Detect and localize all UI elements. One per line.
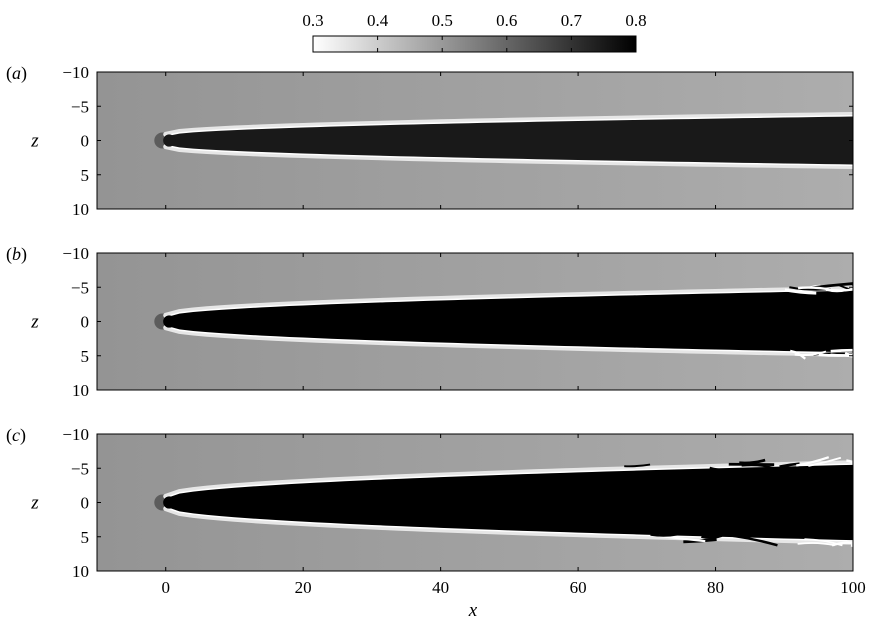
heatmap-field: [97, 72, 853, 209]
colorbar-gradient: [312, 35, 637, 53]
turbulent-wisp: [846, 459, 853, 465]
turbulent-wisp: [844, 351, 853, 357]
turbulent-wisp: [825, 288, 853, 292]
x-tick-label: 80: [707, 578, 724, 597]
turbulent-wisp: [701, 534, 723, 540]
y-tick-label: 0: [81, 494, 90, 513]
turbulent-wisp: [797, 542, 835, 547]
x-tick-label: 20: [295, 578, 312, 597]
y-tick-label: −10: [62, 244, 89, 263]
y-tick-label: 10: [72, 200, 89, 219]
heatmap-field: [97, 253, 853, 390]
panel-c: −10 −5 0 5 10 z (c): [6, 425, 854, 581]
panels: −10 −5 0 5 10 z (a) −10 −5 0 5 10 z (b) −10 −5 0 5 10 z (c) 0…: [6, 63, 866, 597]
x-axis-title: x: [468, 600, 478, 621]
y-axis-title: z: [30, 312, 39, 333]
x-tick-label: 0: [161, 578, 170, 597]
colorbar-tick-label: 0.7: [561, 11, 583, 30]
jet-nose: [163, 496, 176, 509]
y-tick-label: −10: [62, 63, 89, 82]
jet-core: [165, 116, 853, 165]
turbulent-wisp: [739, 458, 766, 465]
colorbar-tick-label: 0.5: [432, 11, 453, 30]
turbulent-wisp: [831, 541, 853, 547]
turbulent-wisp: [732, 534, 778, 547]
jet-edge-light: [163, 460, 853, 499]
y-tick-label: −5: [71, 278, 89, 297]
y-axis-title: z: [30, 493, 39, 514]
turbulent-wisp: [830, 353, 853, 358]
y-tick-label: 0: [81, 313, 90, 332]
jet-edge-light: [163, 111, 853, 137]
y-tick-label: 10: [72, 381, 89, 400]
panel-label: (c): [6, 425, 26, 446]
y-tick-label: 10: [72, 562, 89, 581]
colorbar-tick-label: 0.6: [496, 11, 517, 30]
turbulent-wisp: [790, 349, 807, 360]
y-tick-label: −5: [71, 97, 89, 116]
turbulent-wisp: [830, 348, 853, 353]
y-tick-label: 5: [81, 347, 90, 366]
jet-edge-light: [163, 325, 853, 357]
colorbar-ticks: 0.3 0.4 0.5 0.6 0.7 0.8: [302, 11, 647, 52]
colorbar-tick-label: 0.4: [367, 11, 389, 30]
jet-core: [165, 290, 853, 353]
jet-edge-light: [163, 506, 853, 545]
jet-edge-light: [163, 286, 853, 318]
turbulent-wisp: [779, 462, 800, 469]
colorbar-tick-label: 0.8: [625, 11, 646, 30]
x-tick-label: 100: [840, 578, 866, 597]
y-axis-title: z: [30, 131, 39, 152]
turbulent-wisp: [741, 464, 776, 469]
heatmap-field: [97, 434, 853, 571]
jet-nose: [163, 315, 176, 328]
colorbar: 0.3 0.4 0.5 0.6 0.7 0.8: [302, 11, 647, 53]
jet-edge-light: [163, 144, 853, 170]
y-tick-label: 0: [81, 132, 90, 151]
colorbar-tick-label: 0.3: [302, 11, 323, 30]
turbulent-wisp: [784, 288, 817, 295]
panel-label: (b): [6, 244, 27, 265]
panel-a: −10 −5 0 5 10 z (a): [6, 63, 854, 219]
y-tick-label: −5: [71, 459, 89, 478]
y-tick-label: 5: [81, 166, 90, 185]
turbulent-wisp: [624, 463, 651, 468]
jet-nose: [163, 134, 176, 147]
turbulent-wisp: [709, 466, 733, 472]
y-tick-label: 5: [81, 528, 90, 547]
turbulent-wisp: [650, 533, 680, 537]
jet-core: [165, 464, 853, 541]
x-tick-label: 60: [570, 578, 587, 597]
x-tick-label: 40: [432, 578, 449, 597]
turbulent-wisp: [850, 543, 853, 548]
panel-label: (a): [6, 63, 27, 84]
turbulent-wisp: [794, 350, 827, 357]
turbulent-wisp: [796, 456, 830, 467]
panel-b: −10 −5 0 5 10 z (b): [6, 244, 854, 400]
turbulent-wisp: [808, 456, 842, 467]
y-tick-label: −10: [62, 425, 89, 444]
